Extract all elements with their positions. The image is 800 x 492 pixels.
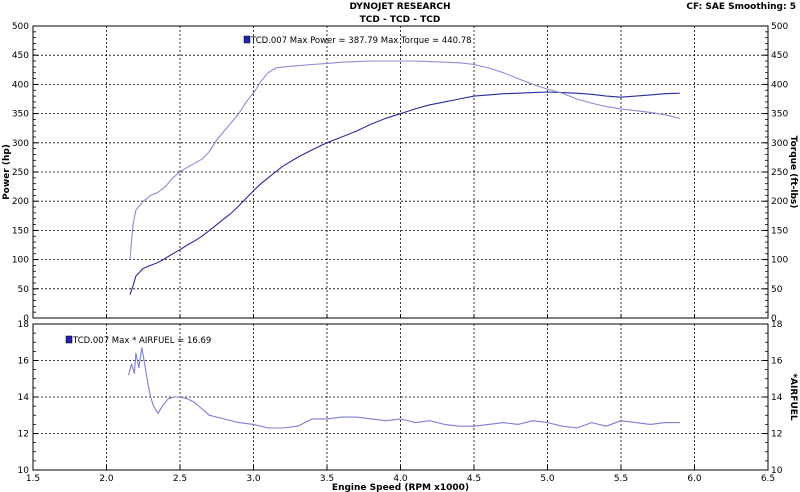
lower-y-tick-label-right: 12 (771, 430, 782, 440)
lower-y-tick-label: 16 (18, 357, 30, 367)
upper-y-tick-label: 50 (18, 285, 30, 295)
upper-y-tick-label: 250 (12, 168, 29, 178)
upper-y-tick-label: 350 (12, 110, 29, 120)
upper-y-tick-label: 500 (12, 22, 29, 32)
upper-y-tick-label-right: 400 (771, 80, 788, 90)
x-tick-label: 4.5 (467, 474, 481, 484)
x-tick-label: 5.5 (614, 474, 628, 484)
upper-y-axis-title: Power (hp) (2, 144, 12, 200)
lower-y-tick-label-right: 16 (771, 357, 783, 367)
torque-line (129, 60, 680, 260)
upper-y-tick-label-right: 450 (771, 51, 788, 61)
x-tick-label: 6.0 (687, 474, 702, 484)
lower-y-tick-label: 18 (18, 320, 30, 330)
upper-y-tick-label-right: 100 (771, 256, 788, 266)
upper-y-tick-label: 300 (12, 139, 29, 149)
upper-legend-text: TCD.007 Max Power = 387.79 Max Torque = … (250, 36, 472, 46)
upper-y-tick-label-right: 350 (771, 110, 788, 120)
lower-y-tick-label: 14 (18, 393, 30, 403)
chart-title: DYNOJET RESEARCH (349, 2, 451, 12)
x-tick-label: 4.0 (393, 474, 408, 484)
lower-y-tick-label-right: 14 (771, 393, 783, 403)
x-axis-title: Engine Speed (RPM x1000) (332, 483, 469, 492)
upper-y-tick-label-right: 250 (771, 168, 788, 178)
settings-label: CF: SAE Smoothing: 5 (686, 2, 796, 12)
x-tick-label: 3.5 (320, 474, 334, 484)
upper-y-tick-label: 400 (12, 80, 29, 90)
x-tick-label: 3.0 (246, 474, 261, 484)
x-tick-label: 6.5 (761, 474, 775, 484)
lower-y-tick-label: 10 (18, 466, 30, 476)
upper-y-tick-label: 0 (23, 314, 29, 324)
upper-y-tick-label-right: 150 (771, 226, 788, 236)
lower-legend-text: TCD.007 Max * AIRFUEL = 16.69 (72, 336, 211, 346)
airfuel-line (127, 347, 680, 429)
upper-y-tick-label-right: 0 (771, 314, 777, 324)
upper-y-tick-label-right: 200 (771, 197, 788, 207)
x-tick-label: 2.0 (99, 474, 114, 484)
upper-y-tick-label: 450 (12, 51, 29, 61)
x-tick-label: 2.5 (173, 474, 187, 484)
lower-legend-marker (65, 335, 73, 344)
upper-y-tick-label-right: 50 (771, 285, 783, 295)
upper-y-tick-label: 100 (12, 256, 29, 266)
lower-y-tick-label-right: 10 (771, 466, 783, 476)
upper-y-tick-label: 150 (12, 226, 29, 236)
chart-subtitle: TCD - TCD - TCD (359, 15, 441, 25)
x-tick-label: 5.0 (540, 474, 555, 484)
upper-y-tick-label-right: 300 (771, 139, 788, 149)
lower-y-axis-title-right: *AIRFUEL (788, 373, 798, 421)
lower-y-tick-label-right: 18 (771, 320, 783, 330)
upper-y-tick-label: 200 (12, 197, 29, 207)
upper-y-axis-title-right: Torque (ft-lbs) (788, 136, 798, 209)
lower-y-tick-label: 12 (18, 430, 29, 440)
upper-y-tick-label-right: 500 (771, 22, 788, 32)
upper-legend-marker (243, 35, 251, 44)
x-tick-label: 1.5 (26, 474, 40, 484)
